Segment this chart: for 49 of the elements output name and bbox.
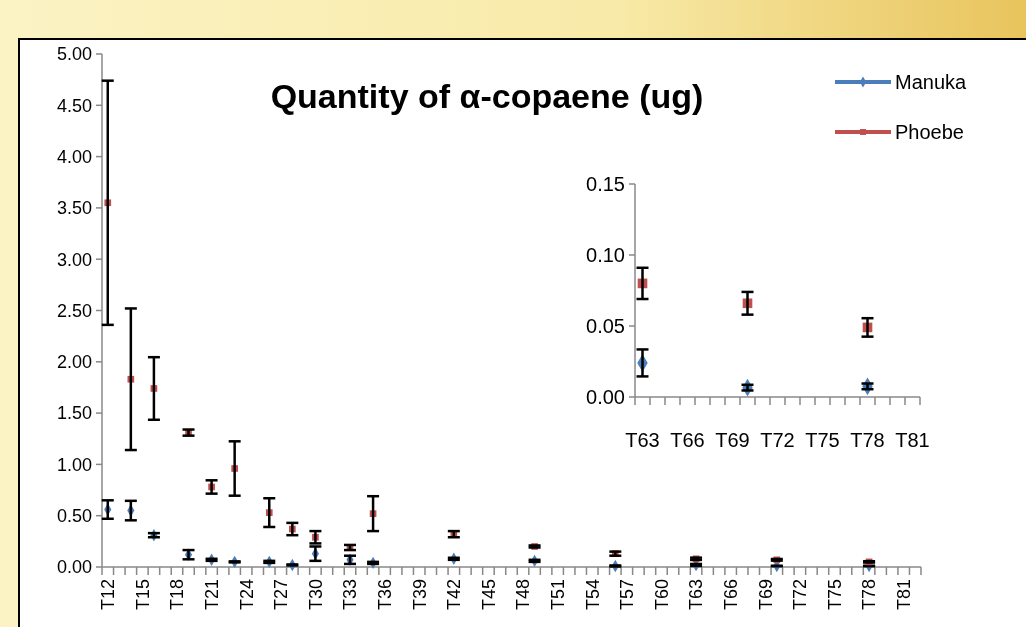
x-tick-label: T54 (582, 579, 603, 611)
y-tick-label: 0.15 (586, 173, 625, 195)
x-tick-label: T33 (340, 579, 361, 611)
x-tick-label: T81 (894, 579, 914, 611)
x-tick-label: T78 (850, 429, 885, 451)
x-tick-label: T51 (547, 579, 568, 611)
y-tick-label: 3.00 (56, 249, 92, 270)
y-tick-label: 1.50 (56, 403, 92, 424)
y-tick-label: 5.00 (56, 44, 92, 65)
x-tick-label: T48 (513, 579, 534, 611)
y-tick-label: 0.10 (586, 244, 625, 266)
x-tick-label: T81 (895, 429, 930, 451)
x-tick-label: T63 (625, 429, 660, 451)
x-tick-label: T30 (305, 579, 326, 611)
x-tick-label: T72 (760, 429, 795, 451)
x-tick-label: T75 (824, 579, 845, 611)
x-tick-label: T57 (617, 579, 638, 611)
x-tick-label: T18 (167, 579, 188, 611)
x-tick-label: T12 (98, 579, 119, 611)
y-tick-label: 0.00 (56, 557, 92, 578)
y-tick-label: 4.50 (56, 95, 92, 116)
y-tick-label: 0.05 (586, 315, 625, 337)
x-tick-label: T45 (478, 579, 499, 611)
y-tick-label: 0.00 (586, 386, 625, 408)
y-tick-label: 4.00 (56, 146, 92, 167)
y-tick-label: 2.00 (56, 352, 92, 373)
x-tick-label: T39 (409, 579, 430, 611)
x-tick-label: T66 (670, 429, 705, 451)
y-tick-label: 1.00 (56, 454, 92, 475)
legend-label: Manuka (895, 71, 968, 93)
y-tick-label: 3.50 (56, 198, 92, 219)
x-tick-label: T24 (236, 579, 257, 611)
text: Quantity of α-copaene (ug) (270, 77, 704, 115)
x-tick-label: T78 (859, 579, 880, 611)
x-tick-label: T27 (271, 579, 292, 611)
x-tick-label: T21 (201, 579, 222, 611)
legend-label: Phoebe (895, 121, 964, 143)
x-tick-label: T63 (686, 579, 707, 611)
x-tick-label: T36 (374, 579, 395, 611)
x-tick-label: T72 (790, 579, 811, 611)
x-tick-label: T60 (651, 579, 672, 611)
x-tick-label: T15 (132, 579, 153, 611)
y-tick-label: 2.50 (56, 300, 92, 321)
x-tick-label: T66 (720, 579, 741, 611)
x-tick-label: T69 (755, 579, 776, 611)
x-tick-label: T75 (805, 429, 840, 451)
y-tick-label: 0.50 (56, 506, 92, 526)
x-tick-label: T42 (444, 579, 465, 611)
x-tick-label: T69 (715, 429, 750, 451)
